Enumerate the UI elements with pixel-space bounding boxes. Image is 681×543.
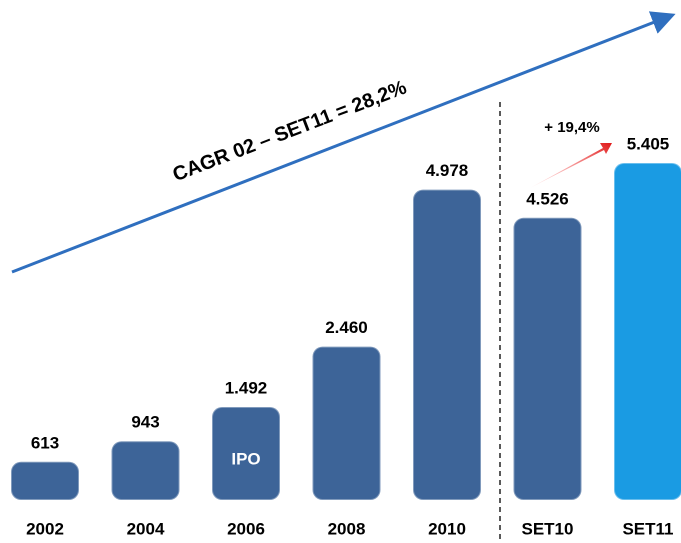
x-tick-label: 2008 — [328, 519, 366, 538]
bar — [512, 216, 583, 501]
value-label: 4.526 — [526, 189, 569, 208]
value-label: 1.492 — [225, 378, 268, 397]
bar — [211, 405, 281, 501]
x-tick-label: 2006 — [227, 519, 265, 538]
growth-arrow — [530, 143, 612, 188]
x-tick-label: SET11 — [622, 519, 673, 538]
value-label: 943 — [131, 413, 159, 432]
bar — [412, 188, 482, 501]
bar — [110, 440, 181, 501]
value-label: 5.405 — [627, 134, 670, 153]
bar — [10, 460, 80, 502]
value-label: 613 — [31, 433, 59, 452]
growth-label: + 19,4% — [544, 119, 599, 136]
value-label: 2.460 — [325, 318, 368, 337]
x-tick-label: 2002 — [26, 519, 64, 538]
bar — [311, 345, 382, 501]
x-tick-label: 2010 — [428, 519, 466, 538]
ipo-label: IPO — [231, 449, 260, 468]
x-tick-label: 2004 — [127, 519, 165, 538]
value-label: 4.978 — [426, 161, 469, 180]
trend-arrow — [11, 11, 676, 274]
x-tick-label: SET10 — [522, 519, 574, 538]
bar — [613, 162, 681, 501]
